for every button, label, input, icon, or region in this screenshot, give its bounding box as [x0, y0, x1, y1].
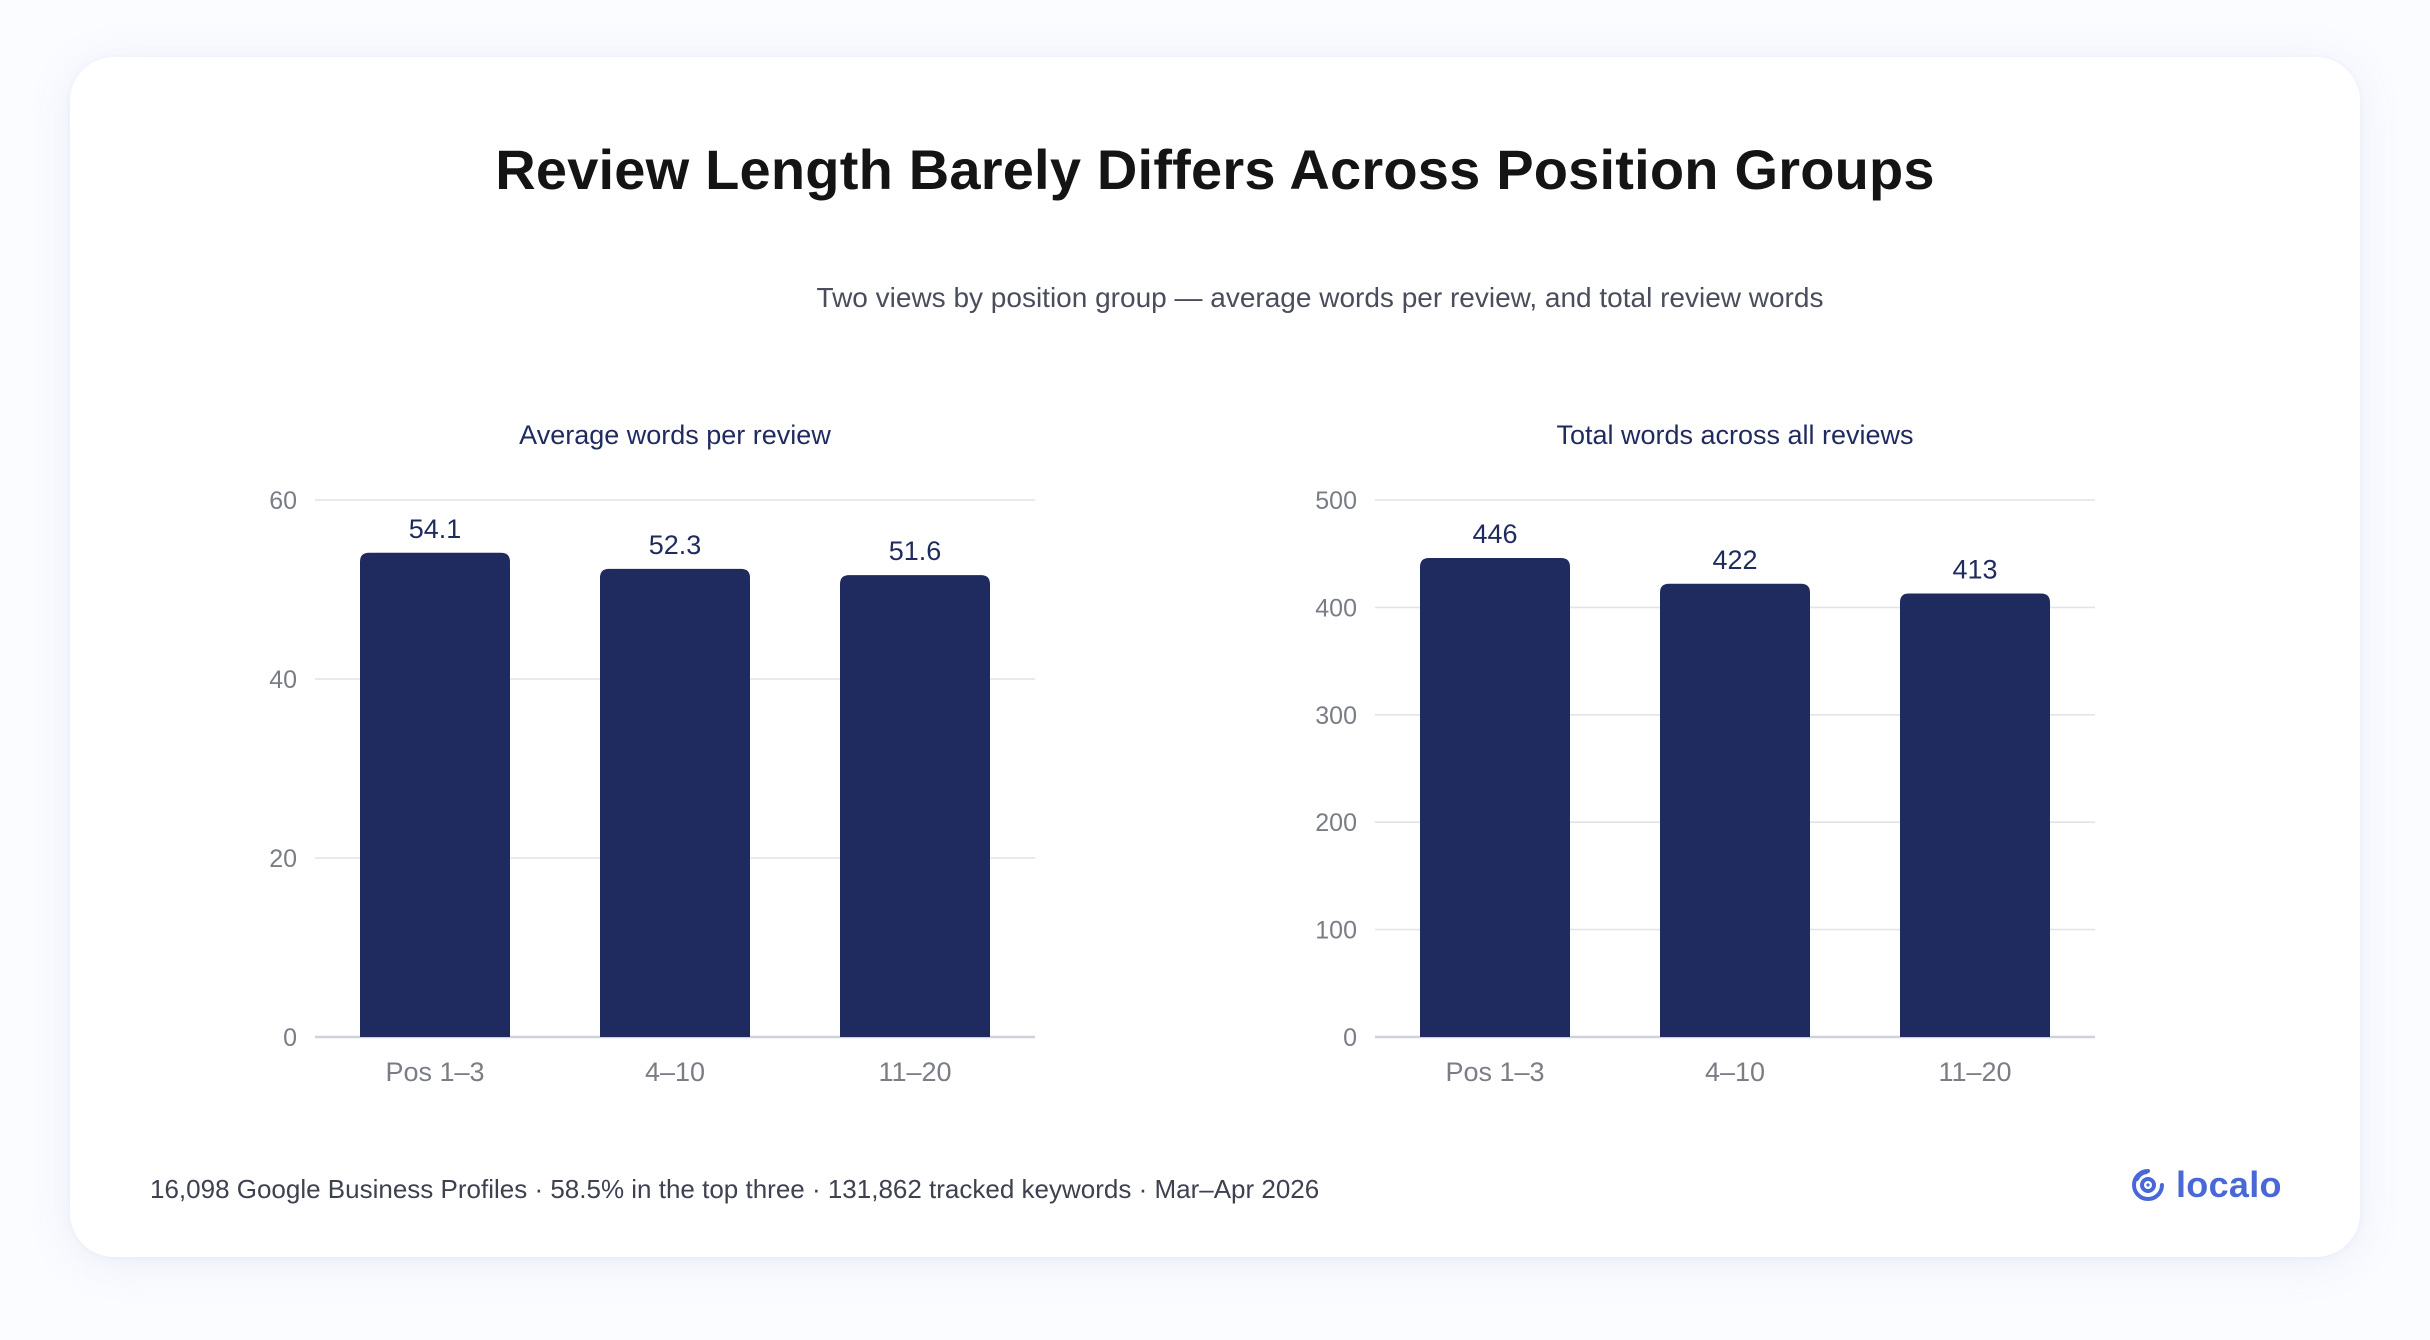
y-tick-label: 200	[1315, 809, 1357, 837]
bar	[360, 552, 510, 1037]
bar-value-label: 422	[1712, 545, 1757, 575]
y-tick-label: 500	[1315, 487, 1357, 515]
x-tick-label: 4–10	[1705, 1057, 1765, 1087]
y-tick-label: 300	[1315, 702, 1357, 730]
footer-note: 16,098 Google Business Profiles · 58.5% …	[150, 1174, 1320, 1204]
x-tick-label: 11–20	[1938, 1057, 2011, 1087]
bar-value-label: 413	[1952, 554, 1997, 584]
y-tick-label: 0	[1343, 1024, 1357, 1052]
panel-title: Average words per review	[519, 420, 831, 450]
x-tick-label: Pos 1–3	[1445, 1057, 1544, 1087]
y-tick-label: 400	[1315, 594, 1357, 622]
bar	[1660, 583, 1810, 1037]
chart-panel-1: Average words per review 0 20 40 60 54.1 Pos 1…	[269, 420, 1035, 1087]
localo-logo-icon	[2132, 1169, 2164, 1201]
bar	[1900, 593, 2050, 1037]
y-tick-label: 60	[269, 487, 297, 515]
y-tick-label: 0	[283, 1024, 297, 1052]
brand-logo: localo	[2128, 1160, 2282, 1210]
bar-value-label: 446	[1472, 519, 1517, 549]
panel-title: Total words across all reviews	[1556, 420, 1913, 450]
y-tick-label: 40	[269, 666, 297, 694]
bar	[1420, 557, 1570, 1037]
y-tick-label: 100	[1315, 917, 1357, 945]
y-tick-label: 20	[269, 845, 297, 873]
bar-value-label: 52.3	[649, 530, 702, 560]
bar-value-label: 51.6	[889, 536, 942, 566]
x-tick-label: 11–20	[878, 1057, 951, 1087]
bar	[600, 568, 750, 1037]
brand-name: localo	[2176, 1164, 2282, 1205]
bar-value-label: 54.1	[409, 514, 462, 544]
x-tick-label: Pos 1–3	[385, 1057, 484, 1087]
bar	[840, 575, 990, 1037]
chart-panel-2: Total words across all reviews 0 100 200 300…	[1315, 420, 2095, 1087]
x-tick-label: 4–10	[645, 1057, 705, 1087]
chart-subtitle: Two views by position group — average wo…	[816, 282, 1824, 313]
chart-title: Review Length Barely Differs Across Posi…	[495, 138, 1935, 201]
